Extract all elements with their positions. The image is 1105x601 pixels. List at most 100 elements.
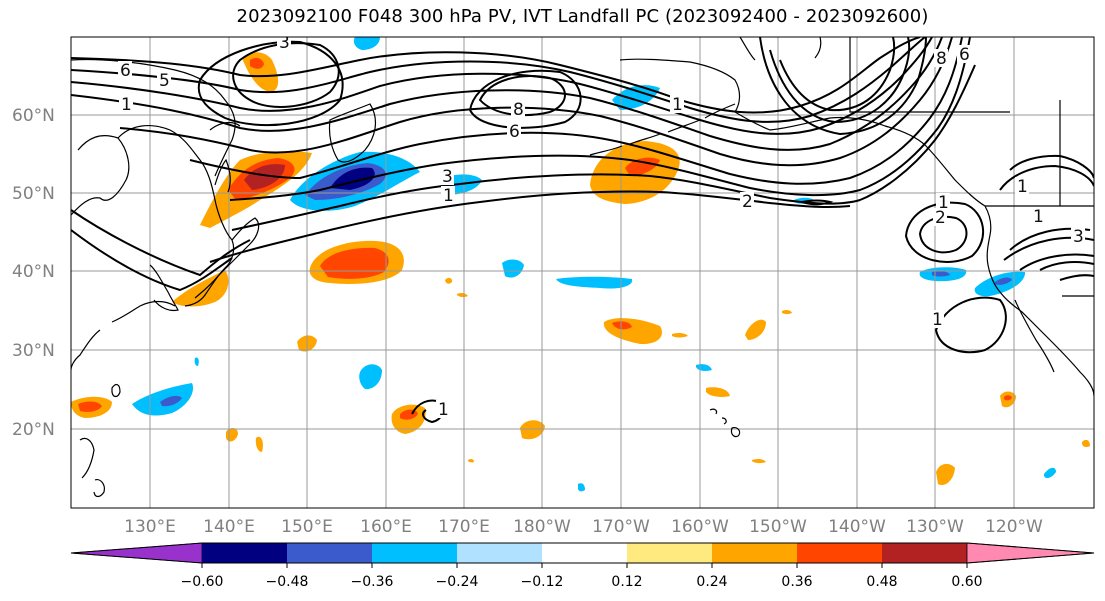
coastlines (71, 37, 1094, 498)
colorbar-segment-8 (797, 543, 882, 563)
colorbar-segment-2 (287, 543, 372, 563)
lon-label-160w: 160°W (671, 517, 729, 537)
contour-label-nw-6: 6 (120, 61, 131, 81)
contour-jet-9 (209, 190, 851, 263)
lon-label-130e: 130°E (124, 517, 176, 537)
shade-negative-core-25n-130e (160, 395, 182, 407)
lon-label-180w: 180°W (513, 517, 571, 537)
colorbar-ticks (201, 563, 968, 568)
colorbar-label-8: 0.36 (781, 574, 812, 590)
colorbar-label-10: 0.60 (951, 574, 982, 590)
lon-label-140e: 140°E (203, 517, 255, 537)
contour-jet-5 (119, 37, 953, 167)
shade-very-strong-japan (244, 164, 285, 190)
contour-label-nw-5: 5 (159, 71, 170, 91)
shade-negative-12n-175w (578, 483, 585, 492)
coast-philippines (79, 437, 105, 498)
contour-jet-2 (71, 37, 926, 123)
contour-so-cal-loop (934, 296, 1007, 354)
contour-label-ak-8: 8 (936, 49, 947, 69)
lat-label-20n: 20°N (12, 420, 55, 440)
colorbar-label-6: 0.12 (611, 574, 642, 590)
lon-label-140w: 140°W (828, 517, 886, 537)
colorbar-label-4: −0.24 (436, 574, 479, 590)
shade-positive-core-22n-115w (1004, 395, 1012, 401)
lat-label-60n: 60°N (12, 106, 55, 126)
shade-negative-175e (502, 259, 524, 278)
lon-label-150w: 150°W (749, 517, 807, 537)
shade-negative-60n-132w (353, 37, 380, 50)
colorbar-label-2: −0.48 (266, 574, 309, 590)
map-frame (70, 36, 1095, 509)
shade-positive-core-65n-137e (250, 57, 264, 69)
contour-ak-trough-3 (759, 37, 927, 136)
shade-positive-20n-178w (520, 420, 545, 440)
colorbar-label-7: 0.24 (696, 574, 727, 590)
shade-positive-16n-168e (468, 458, 474, 463)
colorbar-label-1: −0.60 (181, 574, 224, 590)
coast-korea (149, 264, 179, 312)
lon-label-160e: 160°E (360, 517, 412, 537)
shade-positive-39n-167e (445, 277, 453, 284)
shade-positive-150w-30n (745, 319, 766, 340)
contour-jet-6 (189, 37, 963, 185)
shade-positive-14n-130w (936, 463, 955, 486)
contour-pacnw-2 (1039, 261, 1094, 281)
shade-negative-aleutian (612, 85, 660, 110)
shade-positive-25n-155w (706, 387, 730, 397)
shade-negative-14n-110w (1044, 467, 1056, 479)
contour-label-cutoff-2: 2 (935, 208, 946, 228)
lat-label-30n: 30°N (12, 341, 55, 361)
contour-label-gulf-2: 2 (742, 192, 753, 212)
contour-sw-1 (71, 209, 251, 277)
colorbar-segment-7 (712, 543, 797, 563)
shade-positive-core-22n-125e (78, 401, 102, 412)
colorbar-segment-4 (457, 543, 542, 563)
coast-asia (71, 124, 235, 371)
contour-label-jet-1: 1 (443, 186, 454, 206)
contour-cutoff-low-inner (918, 215, 968, 254)
lon-label-170w: 170°W (592, 517, 650, 537)
coast-japan (194, 217, 260, 299)
contour-label-pnw-3: 3 (1073, 227, 1084, 247)
shade-positive-18n-143e (255, 436, 263, 452)
contour-label-socal-1: 1 (932, 310, 943, 330)
contour-nw-loop-2 (197, 40, 344, 127)
contour-cutoff-low-outer (904, 201, 985, 263)
contour-sw-2 (71, 229, 233, 292)
shade-negative-175w (556, 276, 633, 289)
contour-label-cutoff-1: 1 (938, 193, 949, 213)
shade-positive-35n-150w (782, 309, 792, 315)
lon-label-170e: 170°E (438, 517, 490, 537)
border-canada (849, 37, 1094, 207)
lon-label-120w: 120°W (985, 517, 1043, 537)
shade-positive-37n-168e (457, 292, 468, 298)
colorbar-min-extend (70, 542, 203, 564)
contour-ak-trough-2 (769, 37, 911, 124)
coast-kamchatka (328, 103, 377, 163)
shade-positive-south-japan (172, 270, 229, 307)
shade-negative-core-37n-120w (995, 277, 1012, 285)
contour-ak-trough (779, 37, 896, 112)
shade-positive-32n-163w (672, 332, 688, 338)
contour-jet-3 (71, 37, 933, 135)
colorbar-segment-6 (627, 543, 712, 563)
contour-label-nw-1: 1 (121, 95, 132, 115)
colorbar: −0.60 −0.48 −0.36 −0.24 −0.12 0.12 0.24 … (70, 542, 1095, 590)
colorbar-label-9: 0.48 (866, 574, 897, 590)
colorbar-label-5: −0.12 (521, 574, 564, 590)
contour-jet-1 (71, 37, 921, 114)
map-area: 6 5 3 1 8 6 3 1 8 6 1 2 1 2 (71, 37, 1094, 508)
contour-label-ak-6: 6 (959, 45, 970, 65)
shade-negative-160e-25n (359, 364, 382, 390)
colorbar-segment-5 (542, 543, 627, 563)
shade-negative-32n-145e (194, 357, 199, 366)
coast-aleutians (589, 103, 736, 156)
colorbar-segment-1 (202, 543, 287, 563)
shade-positive-core-170w (625, 157, 660, 176)
contour-label-low-8: 8 (513, 100, 524, 120)
coast-baja (1014, 299, 1055, 373)
coast-hawaii (709, 408, 741, 438)
shade-positive-core-170w-30n (612, 321, 632, 330)
